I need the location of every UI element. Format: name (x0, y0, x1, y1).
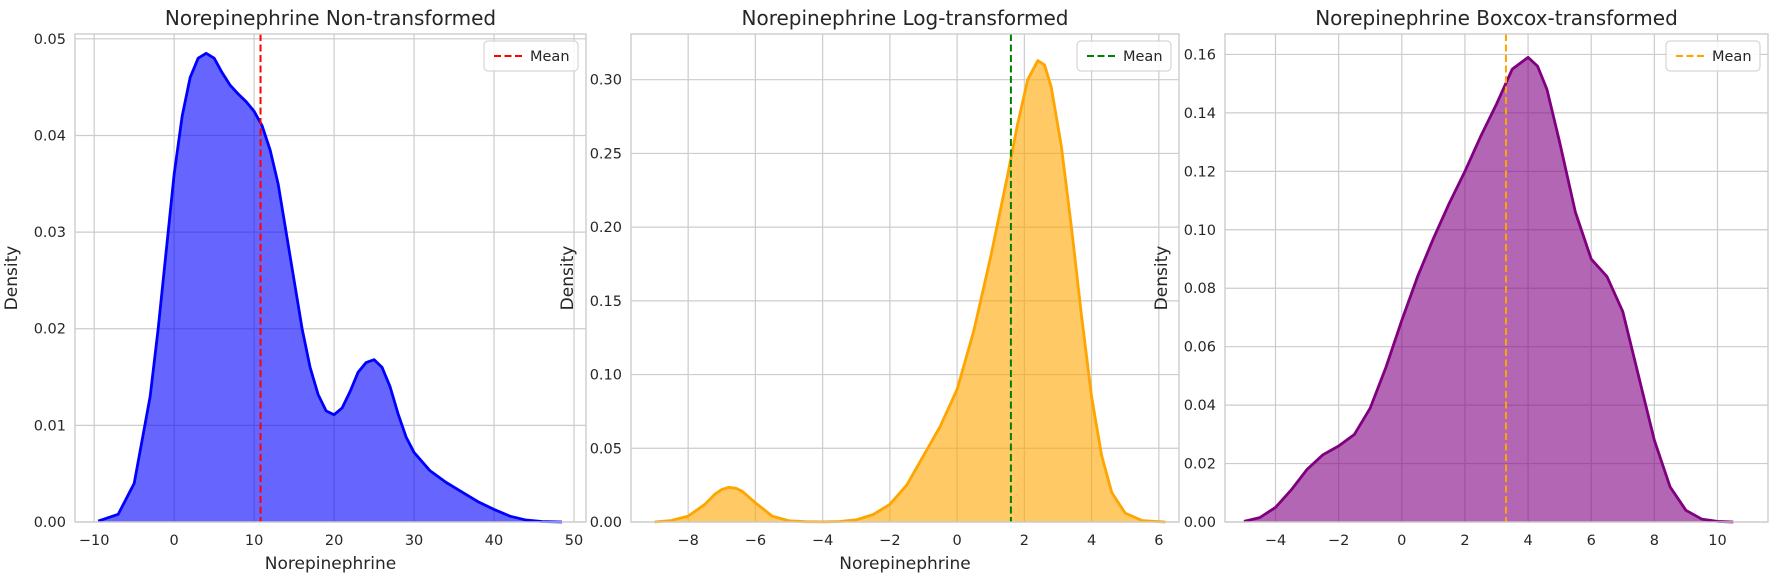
legend-mean-label: Mean (1712, 49, 1752, 65)
y-tick-label: 0.16 (1184, 47, 1216, 63)
x-tick-label: 8 (1650, 533, 1659, 549)
x-tick-label: 50 (565, 533, 583, 549)
y-tick-label: 0.05 (590, 441, 622, 457)
plot-frame (1224, 33, 1769, 523)
y-tick-label: 0.02 (34, 322, 66, 338)
y-tick-label: 0.00 (1184, 515, 1216, 531)
x-tick-label: 0 (952, 533, 961, 549)
x-tick-label: 6 (1154, 533, 1163, 549)
legend: Mean (483, 40, 579, 72)
x-tick-label: −10 (79, 533, 110, 549)
y-tick-label: 0.04 (34, 128, 66, 144)
chart-panel-3: −4 −2 0 2 4 6 8 10 0.00 0.02 0.04 0.06 0.08 0.10 0.12 0… (1152, 6, 1769, 549)
x-tick-label: 0 (1397, 533, 1406, 549)
x-tick-label: 0 (170, 533, 179, 549)
x-tick-label: 6 (1587, 533, 1596, 549)
legend-box (1665, 40, 1761, 72)
x-axis-label: Norepinephrine (265, 554, 396, 574)
y-tick-label: 0.04 (1184, 398, 1216, 414)
legend: Mean (1665, 40, 1761, 72)
legend-box (1076, 40, 1172, 72)
chart-panel-2: −8 −6 −4 −2 0 2 4 6 0.00 0.05 0.10 0.15 0.20 0.25 0.30… (558, 6, 1180, 574)
y-tick-label: 0.25 (590, 146, 622, 162)
x-tick-label: 40 (485, 533, 503, 549)
chart-title: Norepinephrine Boxcox-transformed (1315, 6, 1678, 30)
x-tick-label: 30 (405, 533, 423, 549)
y-tick-label: 0.10 (1184, 223, 1216, 239)
x-tick-label: 4 (1523, 533, 1532, 549)
x-tick-label: 2 (1460, 533, 1469, 549)
density-line (97, 51, 563, 524)
y-tick-label: 0.02 (1184, 457, 1216, 473)
y-tick-label: 0.12 (1184, 164, 1216, 180)
density-area (654, 60, 1166, 522)
x-tick-label: 2 (1020, 533, 1029, 549)
legend: Mean (1076, 40, 1172, 72)
y-tick-label: 0.00 (590, 515, 622, 531)
x-tick-label: −2 (879, 533, 900, 549)
y-tick-label: 0.01 (34, 418, 66, 434)
density-area (1243, 57, 1734, 522)
y-tick-label: 0.20 (590, 220, 622, 236)
density-area (98, 53, 563, 522)
y-tick-label: 0.03 (34, 225, 66, 241)
density-line (1243, 55, 1734, 524)
y-axis-label: Density (558, 246, 578, 311)
y-tick-label: 0.30 (590, 73, 622, 89)
density-line (654, 59, 1166, 524)
x-tick-label: −4 (1265, 533, 1286, 549)
y-tick-label: 0.06 (1184, 340, 1216, 356)
x-axis-label: Norepinephrine (839, 554, 970, 574)
y-tick-label: 0.05 (34, 32, 66, 48)
x-tick-label: −2 (1328, 533, 1349, 549)
legend-mean-label: Mean (1123, 49, 1163, 65)
y-tick-label: 0.00 (34, 515, 66, 531)
y-tick-label: 0.08 (1184, 281, 1216, 297)
y-axis-label: Density (1152, 246, 1172, 311)
legend-mean-label: Mean (530, 49, 570, 65)
x-tick-label: 20 (325, 533, 343, 549)
y-tick-label: 0.15 (590, 294, 622, 310)
x-tick-label: 4 (1087, 533, 1096, 549)
x-tick-label: 10 (245, 533, 263, 549)
y-tick-label: 0.10 (590, 368, 622, 384)
x-tick-label: −4 (812, 533, 833, 549)
chart-panel-1: −10 0 10 20 30 40 50 0.00 0.01 0.02 0.03 0.04 0.05 No… (2, 6, 587, 574)
x-tick-label: −8 (677, 533, 698, 549)
legend-box (483, 40, 579, 72)
y-tick-label: 0.14 (1184, 106, 1216, 122)
y-axis-label: Density (2, 246, 22, 311)
x-tick-label: 10 (1708, 533, 1726, 549)
chart-title: Norepinephrine Log-transformed (742, 6, 1069, 30)
x-tick-label: −6 (745, 533, 766, 549)
chart-title: Norepinephrine Non-transformed (165, 6, 496, 30)
plot-frame (630, 33, 1180, 523)
plot-frame (74, 33, 587, 523)
